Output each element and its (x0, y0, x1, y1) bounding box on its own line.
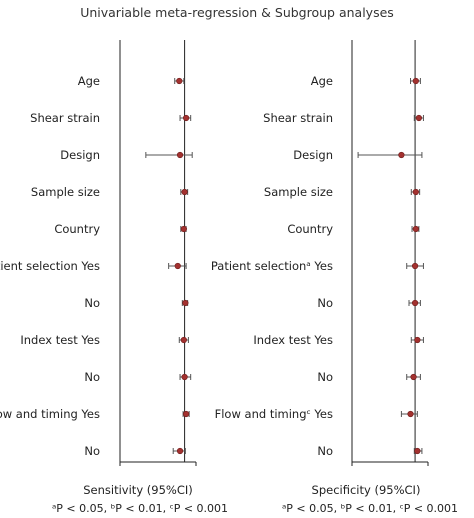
row-label: Index test Yes (20, 333, 100, 347)
point-estimate (182, 299, 189, 307)
row-label: No (317, 370, 333, 384)
row-label: Country (54, 222, 100, 236)
row-label: Design (60, 148, 100, 162)
row-label: No (317, 444, 333, 458)
x-axis-label: Sensitivity (95%CI) (83, 483, 192, 497)
point-estimate (407, 410, 414, 418)
row-label: Age (78, 74, 100, 88)
row-label: Sample size (264, 185, 333, 199)
row-label: Index test Yes (253, 333, 333, 347)
point-estimate (176, 77, 183, 85)
figure-title: Univariable meta-regression & Subgroup a… (80, 5, 394, 20)
point-estimate (174, 262, 181, 270)
row-label: No (84, 444, 100, 458)
point-estimate (414, 336, 421, 344)
point-estimate (176, 447, 184, 455)
point-estimate (183, 114, 190, 122)
point-estimate (398, 151, 405, 159)
row-label: No (84, 370, 100, 384)
point-estimate (411, 299, 419, 307)
point-estimate (412, 225, 419, 233)
row-label: Shear strain (263, 111, 333, 125)
row-label: Flow and timing Yes (0, 407, 100, 421)
footnote: ᵃP < 0.05, ᵇP < 0.01, ᶜP < 0.001 (282, 502, 458, 515)
row-label: Flow and timingᶜ Yes (215, 407, 333, 421)
row-label: Age (311, 74, 333, 88)
row-label: No (84, 296, 100, 310)
point-estimate (415, 114, 422, 122)
point-estimate (180, 336, 187, 344)
point-estimate (411, 262, 419, 270)
row-label: Design (293, 148, 333, 162)
point-estimate (176, 151, 184, 159)
point-estimate (181, 188, 188, 196)
row-label: Patient selection Yes (0, 259, 100, 273)
point-estimate (412, 77, 419, 85)
x-axis-label: Specificity (95%CI) (312, 483, 421, 497)
point-estimate (180, 225, 187, 233)
row-label: Patient selectionᵃ Yes (211, 259, 333, 273)
point-estimate (412, 188, 419, 196)
point-estimate (183, 410, 190, 418)
row-label: Sample size (31, 185, 100, 199)
footnote: ᵃP < 0.05, ᵇP < 0.01, ᶜP < 0.001 (52, 502, 228, 515)
point-estimate (410, 373, 417, 381)
row-label: Shear strain (30, 111, 100, 125)
row-label: No (317, 296, 333, 310)
row-label: Country (287, 222, 333, 236)
point-estimate (181, 373, 188, 381)
point-estimate (414, 447, 421, 455)
